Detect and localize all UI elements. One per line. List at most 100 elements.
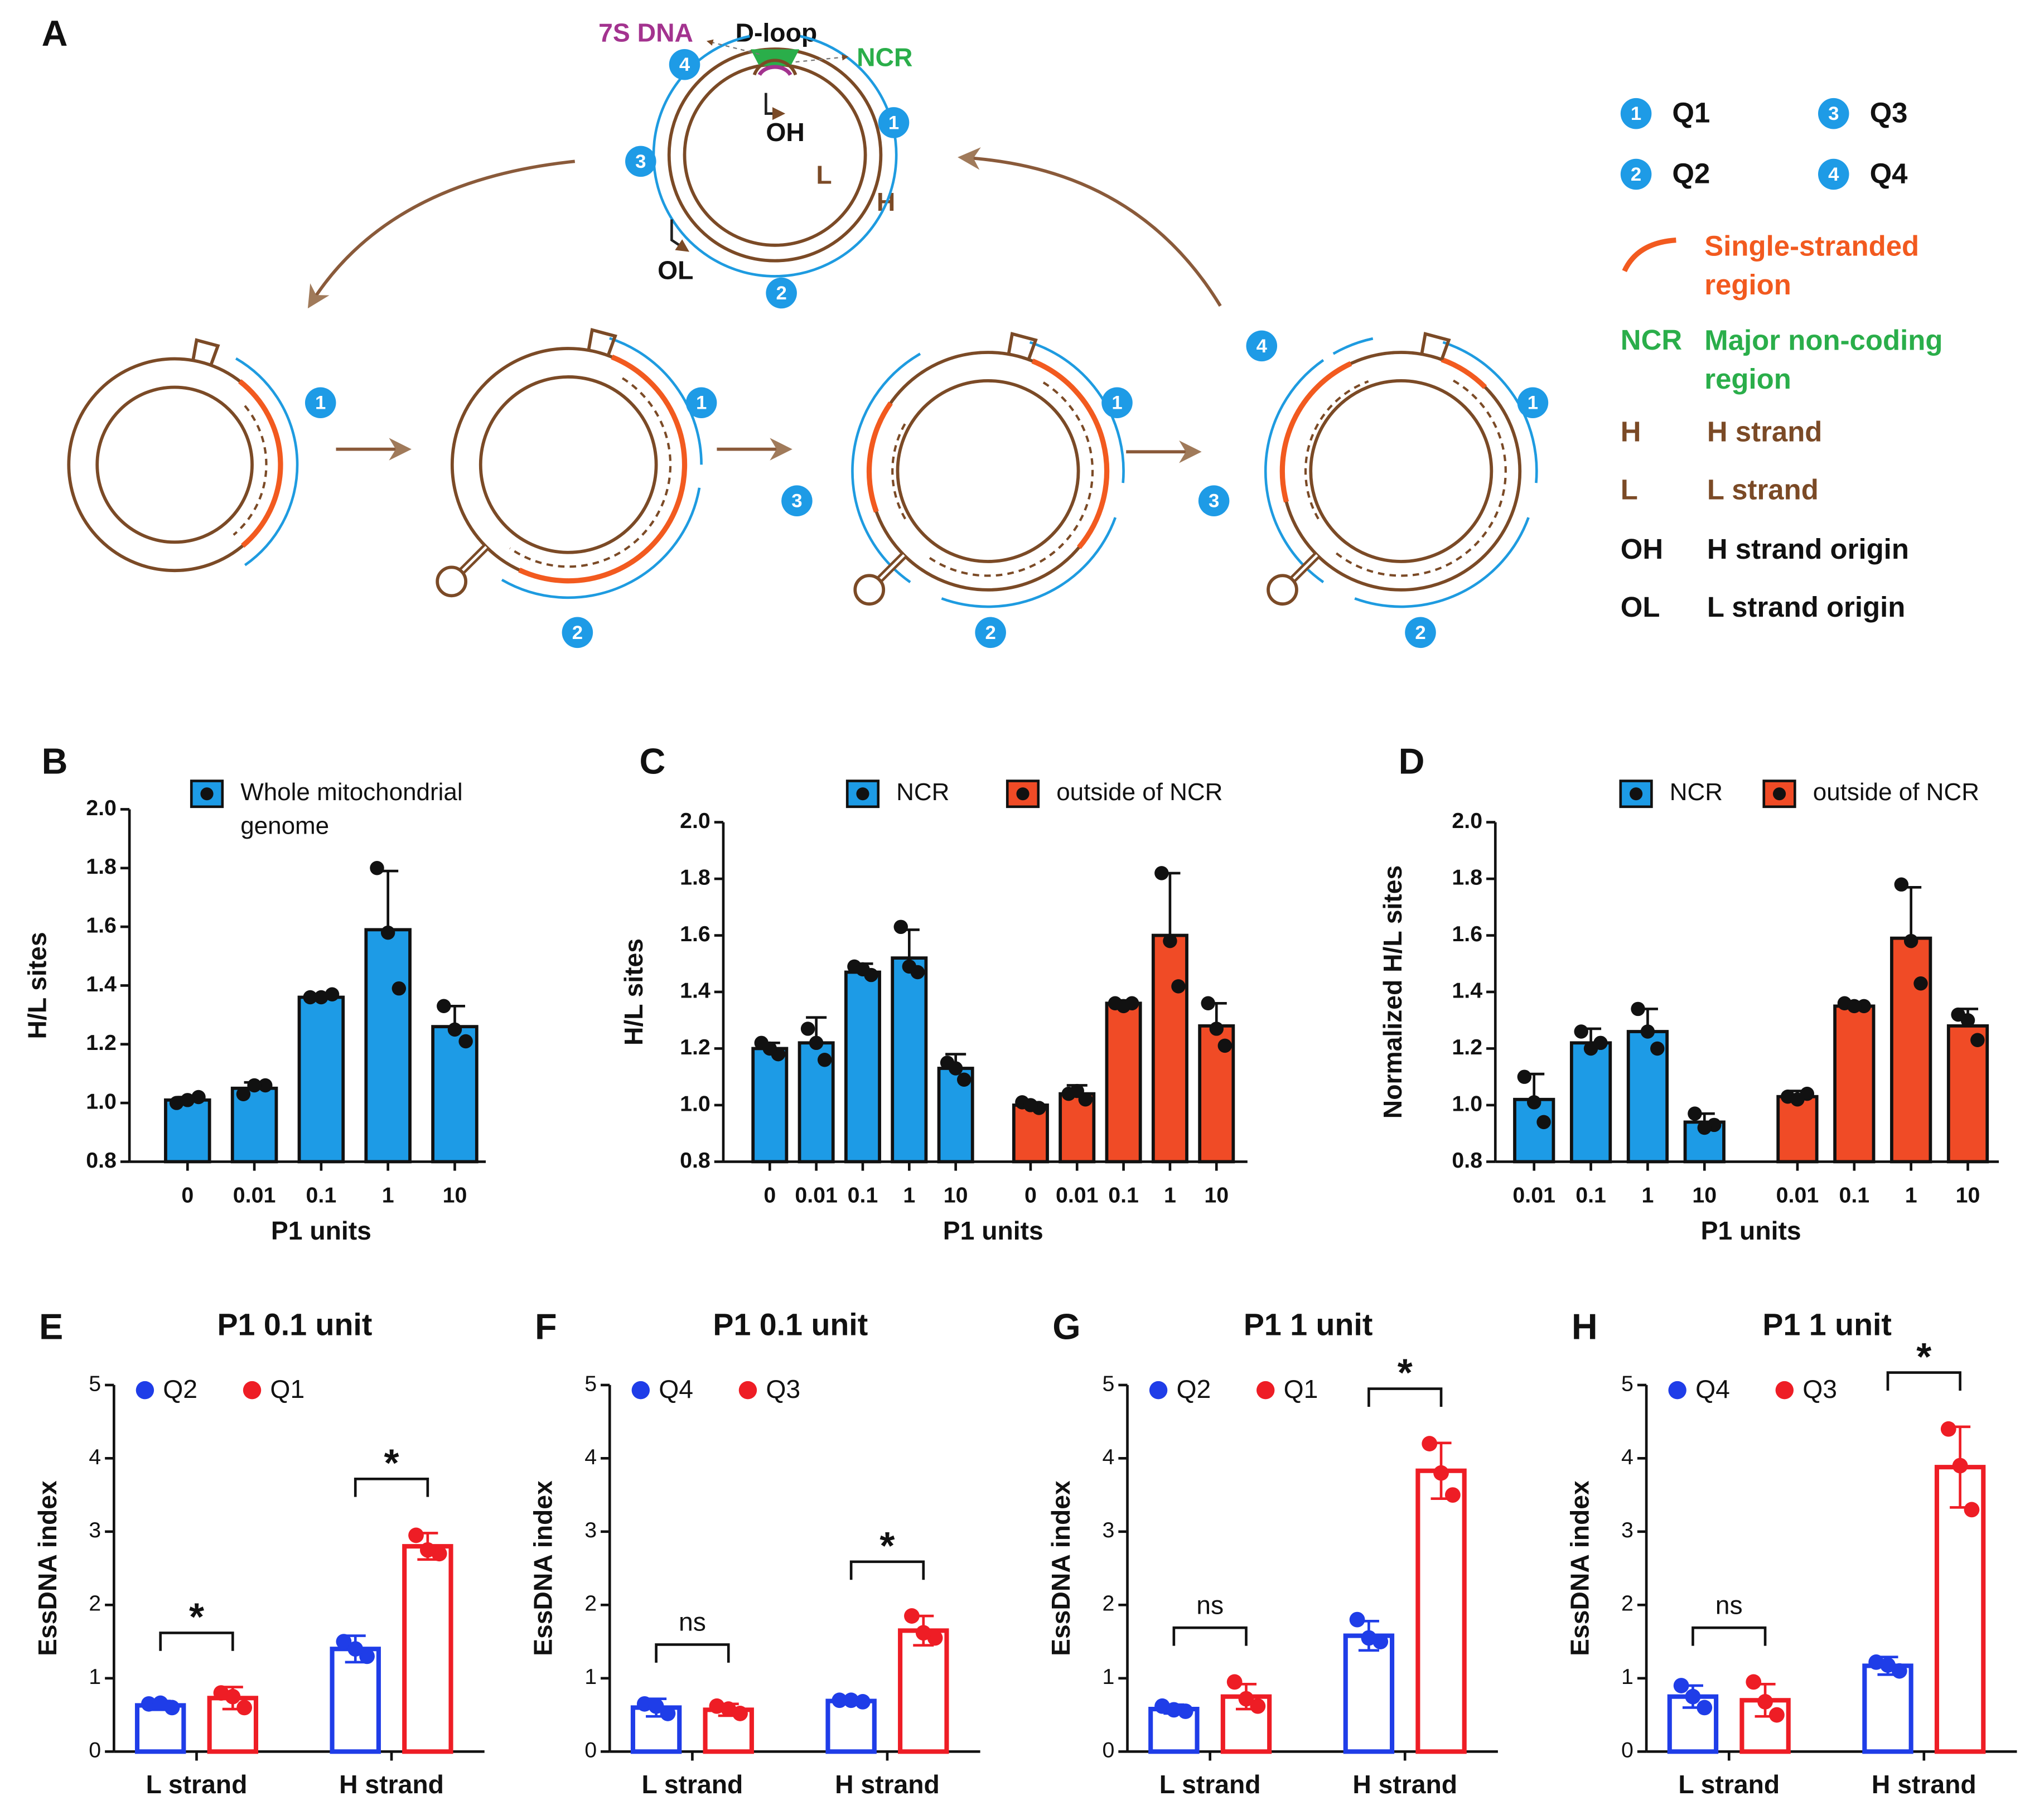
bar [1148, 1706, 1200, 1754]
quadrant-number: 1 [1631, 103, 1641, 124]
legend-label-box: Q4 [659, 1376, 693, 1405]
x-tick-label: 10 [944, 1183, 968, 1207]
y-tick-label: 1.0 [86, 1089, 117, 1114]
legend-label: Q2 [1176, 1376, 1211, 1405]
y-tick-label: 2.0 [86, 796, 117, 820]
panel-letter: C [639, 741, 665, 782]
quadrant-number: 2 [572, 622, 583, 643]
x-tick-label: 0.1 [306, 1183, 337, 1207]
diagram-arc [927, 381, 1094, 577]
data-point [1361, 1630, 1377, 1646]
dna-strand [1309, 379, 1494, 563]
data-point [258, 1078, 273, 1093]
data-point [832, 1692, 848, 1708]
quadrant-number: 1 [315, 393, 326, 414]
y-tick-label: 0.8 [86, 1148, 117, 1173]
diagram-arc [1354, 517, 1530, 608]
diagram-arc [1442, 341, 1538, 483]
data-point [1685, 1688, 1701, 1705]
legend-text-box: Major non-coding region [1704, 324, 1942, 395]
quadrant-number: 1 [696, 393, 707, 414]
y-tick-label: 1.6 [1452, 922, 1482, 946]
legend-label: Q1 [1283, 1376, 1318, 1405]
legend-label: Q3 [1802, 1376, 1837, 1405]
significance-label: ns [679, 1608, 706, 1637]
legend-label: NCR [896, 780, 950, 807]
data-point [164, 1700, 180, 1716]
data-point [1116, 999, 1131, 1014]
y-tick-label: 3 [1621, 1518, 1633, 1542]
bar [1946, 1024, 1989, 1164]
data-point [314, 990, 328, 1005]
legend-quadrant: Q4 [1870, 157, 1908, 189]
y-tick-label: 1.0 [1452, 1091, 1482, 1116]
data-point [1163, 933, 1177, 948]
y-tick-label: 2 [1621, 1591, 1633, 1616]
y-tick-label: 2 [584, 1591, 597, 1616]
data-point [1517, 1069, 1532, 1084]
stem-loop [853, 574, 886, 606]
data-point [458, 1034, 473, 1049]
y-tick-label: 1.2 [1452, 1035, 1482, 1059]
origin-arrow [670, 219, 689, 252]
x-tick-label: 0 [1024, 1183, 1037, 1207]
legend-label-box: Q2 [163, 1376, 197, 1405]
legend-swatch [190, 780, 224, 809]
legend-label-box: Q2 [1176, 1376, 1211, 1405]
data-point [636, 1696, 653, 1712]
bar [844, 970, 881, 1164]
cycle-arrow [958, 147, 1222, 307]
quadrant-number: 4 [1256, 336, 1268, 357]
bar [1862, 1663, 1913, 1754]
data-point [1960, 1013, 1975, 1028]
quadrant-badge [562, 617, 593, 648]
x-tick-label: 0.01 [1776, 1183, 1819, 1207]
quadrant-badge [1620, 158, 1652, 190]
significance-bracket [1691, 1626, 1767, 1646]
y-tick-label: 1 [584, 1664, 597, 1689]
legend-label: Q3 [766, 1376, 801, 1405]
x-tick-label: 10 [443, 1183, 467, 1207]
legend-quadrant: Q2 [1672, 157, 1710, 189]
data-point [1891, 1663, 1907, 1679]
bar [825, 1698, 877, 1754]
data-point [1894, 877, 1909, 892]
label-ol: OL [658, 256, 693, 285]
data-point [1964, 1502, 1980, 1518]
chart-title: P1 1 unit [1244, 1307, 1372, 1342]
diagram-arc [1031, 359, 1110, 549]
diagram-arc [1441, 357, 1487, 389]
bar [431, 1025, 479, 1164]
dna-strand [479, 375, 658, 554]
legend-swatch [136, 1381, 154, 1400]
data-point [1769, 1707, 1785, 1723]
diagram-arc [518, 354, 688, 584]
data-point [1868, 1654, 1884, 1670]
legend-key: NCR [1621, 324, 1682, 356]
fork [1420, 332, 1451, 360]
panel-letter: B [42, 741, 68, 782]
data-point [809, 1035, 824, 1051]
data-point [855, 1694, 871, 1710]
data-point [1171, 979, 1186, 994]
data-point [1217, 1038, 1233, 1053]
panel-letter: H [1572, 1306, 1598, 1347]
cycle-arrow [307, 159, 576, 309]
legend-dot [1772, 787, 1786, 801]
stem-inner [1291, 554, 1318, 582]
y-tick-label: 4 [584, 1445, 597, 1469]
diagram-arc [501, 487, 701, 599]
legend-text: L strand origin [1707, 591, 1905, 623]
bar [751, 1047, 789, 1164]
data-point [225, 1688, 241, 1705]
data-point [1631, 1001, 1645, 1017]
bar [1776, 1095, 1819, 1164]
bar [402, 1544, 453, 1754]
bar [898, 1628, 949, 1754]
quadrant-number: 4 [1828, 164, 1839, 185]
y-tick-label: 1.0 [680, 1091, 711, 1116]
y-axis-label: EssDNA index [529, 1480, 558, 1656]
x-axis-label: P1 units [271, 1216, 371, 1245]
significance-bracket [1172, 1626, 1248, 1646]
